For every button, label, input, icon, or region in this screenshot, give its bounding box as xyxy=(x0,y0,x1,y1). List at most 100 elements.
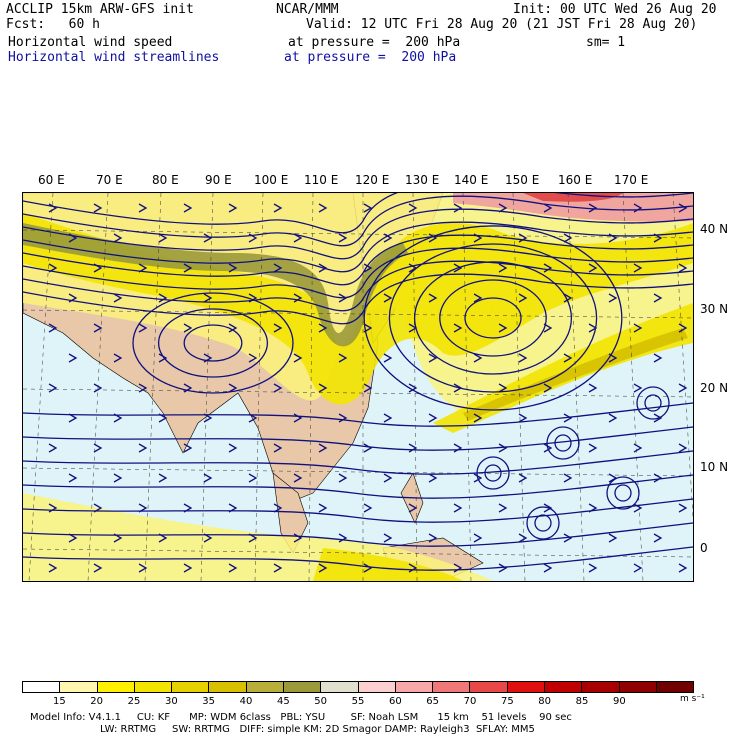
streamline-arrow xyxy=(498,503,508,513)
header-title: ACCLIP 15km ARW-GFS init xyxy=(6,2,194,17)
streamline-arrow xyxy=(588,503,598,513)
streamline-arrow xyxy=(318,203,328,213)
wind-speed-band xyxy=(23,213,693,405)
streamline-arrow xyxy=(408,323,418,333)
streamline-arrow xyxy=(68,413,78,423)
streamline-arrow xyxy=(48,203,58,213)
colorbar-cell xyxy=(60,682,98,692)
streamline-arrow xyxy=(678,563,688,573)
colorbar-unit: m s⁻¹ xyxy=(680,694,705,704)
streamline-arrow xyxy=(633,383,643,393)
streamline-arrow xyxy=(248,293,258,303)
streamline-arrow xyxy=(318,323,328,333)
streamline-arrow xyxy=(678,503,688,513)
streamline-arrow xyxy=(543,443,553,453)
streamline-arrow xyxy=(338,413,348,423)
streamline-arrow xyxy=(678,323,688,333)
streamline xyxy=(526,506,560,540)
streamline-arrow xyxy=(273,383,283,393)
streamline-arrow xyxy=(248,353,258,363)
streamline xyxy=(484,464,502,482)
streamline xyxy=(439,279,547,357)
streamline-arrow xyxy=(48,503,58,513)
streamline-arrow xyxy=(408,263,418,273)
streamline-arrow xyxy=(653,413,663,423)
streamline-arrow xyxy=(113,413,123,423)
streamline-arrow xyxy=(248,473,258,483)
streamline xyxy=(23,193,693,234)
colorbar-tick-label: 90 xyxy=(612,696,626,707)
streamline-arrow xyxy=(138,323,148,333)
streamline-arrow xyxy=(158,293,168,303)
streamline xyxy=(534,514,552,532)
streamline-arrow xyxy=(363,563,373,573)
wind-speed-band xyxy=(463,328,688,421)
streamline-arrow xyxy=(183,203,193,213)
streamline-arrow xyxy=(293,533,303,543)
colorbar-cell xyxy=(433,682,471,692)
lon-label: 70 E xyxy=(96,173,123,187)
streamline-arrow xyxy=(473,353,483,363)
streamline-arrow xyxy=(408,203,418,213)
wind-map[interactable] xyxy=(22,192,694,582)
lon-label: 100 E xyxy=(254,173,289,187)
streamline-arrow xyxy=(608,473,618,483)
streamline-arrow xyxy=(633,203,643,213)
colorbar-cell xyxy=(209,682,247,692)
streamline-arrow xyxy=(633,323,643,333)
streamline-arrow xyxy=(678,203,688,213)
streamline-arrow xyxy=(453,203,463,213)
lon-label: 130 E xyxy=(405,173,440,187)
colorbar-tick-label: 25 xyxy=(127,696,141,707)
streamline-arrow xyxy=(563,353,573,363)
colorbar-tick-label: 35 xyxy=(202,696,216,707)
streamline-arrow xyxy=(203,473,213,483)
streamline-arrow xyxy=(498,203,508,213)
valid-time: Valid: 12 UTC Fri 28 Aug 20 (21 JST Fri … xyxy=(306,17,698,32)
streamline-arrow xyxy=(113,293,123,303)
streamline-arrow xyxy=(383,413,393,423)
colorbar-tick-label: 60 xyxy=(388,696,402,707)
streamline-arrow xyxy=(363,323,373,333)
streamline-arrow xyxy=(518,473,528,483)
streamline xyxy=(23,450,693,475)
streamline-arrow xyxy=(588,203,598,213)
streamline-arrow xyxy=(608,533,618,543)
streamline-arrow xyxy=(183,443,193,453)
streamline-arrow xyxy=(518,353,528,363)
smoothing-label: sm= 1 xyxy=(586,35,626,50)
streamline xyxy=(23,260,693,312)
streamline-arrow xyxy=(453,383,463,393)
longitude-line xyxy=(462,193,472,581)
streamline-arrow xyxy=(363,443,373,453)
colorbar-cell xyxy=(134,682,173,692)
streamline-arrow xyxy=(633,263,643,273)
streamline-arrow xyxy=(228,503,238,513)
streamline-arrow xyxy=(338,473,348,483)
streamline-arrow xyxy=(518,233,528,243)
longitude-line xyxy=(567,193,585,581)
streamline-arrow xyxy=(588,563,598,573)
streamline-arrow xyxy=(138,263,148,273)
streamline-arrow xyxy=(158,413,168,423)
streamline-arrow xyxy=(473,293,483,303)
field1-level: at pressure = 200 hPa xyxy=(288,35,461,50)
streamline-arrow xyxy=(273,503,283,513)
longitude-line xyxy=(622,193,644,581)
streamline xyxy=(23,221,693,273)
streamline-arrow xyxy=(338,293,348,303)
streamline-arrow xyxy=(543,263,553,273)
streamline-arrow xyxy=(498,383,508,393)
streamline-arrow xyxy=(338,533,348,543)
streamline-arrow xyxy=(203,293,213,303)
streamline-arrow xyxy=(408,383,418,393)
streamline-arrow xyxy=(113,233,123,243)
streamline-arrow xyxy=(363,203,373,213)
lon-label: 150 E xyxy=(505,173,540,187)
colorbar-tick-label: 65 xyxy=(426,696,440,707)
streamline-arrow xyxy=(248,413,258,423)
streamline xyxy=(636,386,670,420)
streamline-arrow xyxy=(428,293,438,303)
longitude-line xyxy=(200,193,214,581)
streamline xyxy=(157,308,269,378)
